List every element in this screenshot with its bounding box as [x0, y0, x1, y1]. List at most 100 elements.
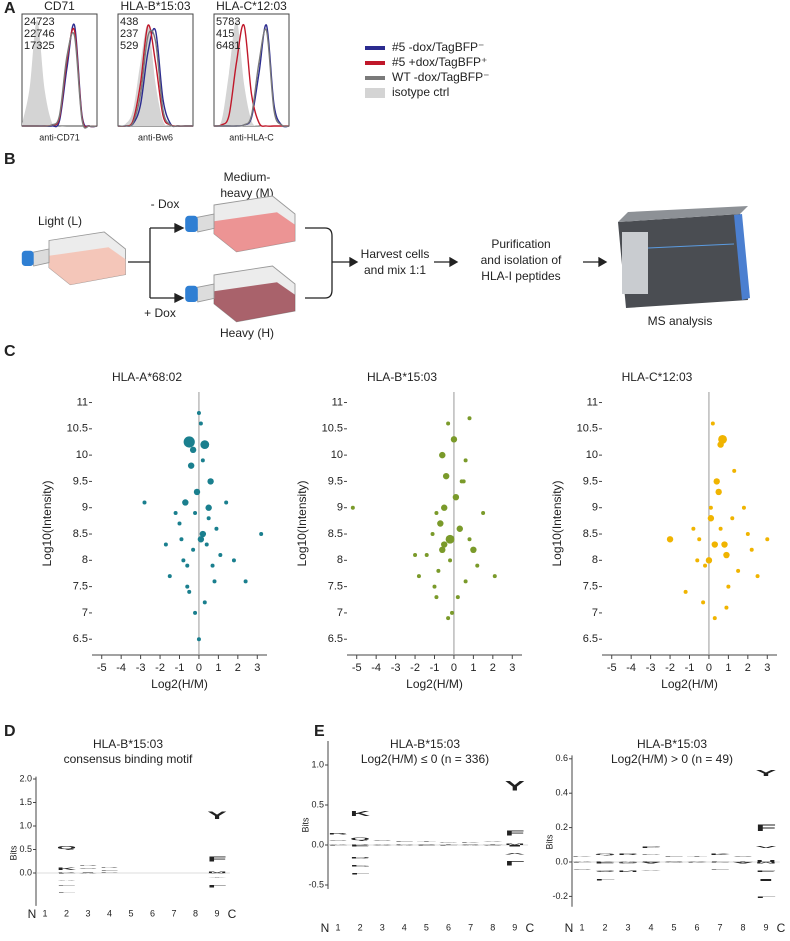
value-label: 237 — [120, 28, 138, 40]
flask — [21, 231, 126, 286]
x-tick-label: 9 — [214, 908, 219, 918]
logo-letter: A — [572, 861, 593, 862]
logo-letter: K — [572, 856, 596, 857]
legend-label: WT -dox/TagBFP⁻ — [392, 70, 489, 84]
point — [708, 505, 713, 510]
ms-instrument — [618, 206, 750, 308]
plot-subtitle: Log2(H/M) ≤ 0 (n = 336) — [361, 752, 489, 766]
x-tick-label: 7 — [171, 908, 176, 918]
logo-letter: T — [483, 844, 506, 845]
y-tick-label: 0.2 — [555, 822, 568, 832]
logo-letter: K — [350, 810, 372, 818]
branch-lines — [128, 227, 180, 299]
point — [450, 610, 454, 615]
point — [445, 534, 455, 544]
x-axis-label: anti-CD71 — [39, 132, 80, 142]
point — [218, 553, 223, 558]
point — [683, 589, 688, 594]
y-tick-label: 7.5 — [328, 581, 343, 593]
logo-letter: M — [756, 862, 777, 864]
diagram-label: Purification — [491, 237, 550, 251]
plot-title: HLA-B*15:03 — [93, 737, 163, 751]
y-tick-label: 9.5 — [328, 475, 343, 487]
point — [416, 574, 421, 579]
x-tick-label: 8 — [490, 922, 495, 932]
x-tick-label: 1 — [579, 922, 584, 932]
diagram-label: MS analysis — [648, 314, 713, 328]
logo-letter: I — [756, 879, 777, 882]
point — [193, 610, 198, 615]
flask — [185, 265, 296, 323]
x-axis-label: anti-HLA-C — [229, 132, 274, 142]
point — [173, 510, 178, 515]
logo-letter: F — [756, 823, 778, 833]
logo-letter: L — [756, 896, 777, 898]
ms-body — [618, 214, 748, 308]
ms-source — [622, 232, 648, 294]
flask-neck — [195, 213, 215, 233]
y-tick-label: 9 — [592, 502, 598, 514]
logo-letter: P — [350, 865, 371, 867]
y-tick-label: 9 — [337, 502, 343, 514]
y-tick-label: 0.4 — [555, 788, 568, 798]
logo-letter: R — [100, 867, 119, 868]
x-tick-label: 3 — [509, 662, 515, 674]
flask-neck — [31, 248, 50, 267]
x-tick-label: 3 — [764, 662, 770, 674]
y-tick-label: 0.6 — [555, 753, 568, 763]
logo-letter: R — [350, 844, 370, 845]
x-tick-label: 5 — [424, 922, 429, 932]
panel-label: A — [4, 0, 16, 17]
logo-letter: E — [416, 845, 437, 846]
point — [413, 553, 418, 558]
c-label: C — [525, 921, 534, 935]
y-axis-label: Bits — [300, 817, 310, 833]
point — [441, 541, 448, 548]
diagram-label: Heavy (H) — [220, 326, 274, 340]
y-tick-label: 1.0 — [19, 820, 32, 830]
logo-letter: S — [733, 856, 755, 857]
point — [736, 568, 741, 573]
flask-cap — [21, 250, 34, 266]
value-label: 529 — [120, 40, 138, 52]
point — [461, 479, 466, 484]
x-tick-label: -1 — [175, 662, 185, 674]
arrow-heads — [449, 256, 608, 268]
point — [183, 436, 195, 448]
logo-letter: A — [618, 861, 639, 862]
point — [448, 558, 453, 563]
logo-letter: Q — [350, 837, 370, 841]
y-tick-label: 8 — [82, 554, 88, 566]
x-tick-label: 8 — [193, 908, 198, 918]
x-tick-label: 6 — [694, 922, 699, 932]
x-tick-label: 0 — [196, 662, 202, 674]
logo-letter: L — [328, 845, 348, 846]
point — [463, 579, 468, 584]
y-tick-label: 10 — [586, 449, 598, 461]
logo-letter: E — [394, 841, 415, 842]
logo-letter: S — [78, 869, 98, 870]
area — [214, 19, 289, 127]
logo-letter: I — [505, 845, 525, 847]
logo-letter: S — [595, 870, 617, 872]
point — [713, 478, 720, 485]
logo-letter: K — [687, 862, 711, 863]
x-tick-label: 4 — [648, 922, 653, 932]
x-tick-label: 2 — [235, 662, 241, 674]
point — [723, 551, 730, 559]
x-tick-label: -4 — [116, 662, 126, 674]
x-axis-label: Log2(H/M) — [151, 677, 208, 691]
flask-cap — [185, 215, 198, 232]
logo-letter: K — [710, 854, 733, 856]
y-tick-label: 10.5 — [577, 423, 598, 435]
x-tick-label: -1 — [685, 662, 695, 674]
point — [437, 520, 444, 527]
point — [204, 542, 209, 547]
x-tick-label: 2 — [745, 662, 751, 674]
logo-letter: Y — [207, 877, 227, 878]
logo-letter: A — [641, 862, 662, 864]
point — [452, 494, 460, 501]
point — [259, 532, 264, 537]
x-tick-label: 9 — [763, 922, 768, 932]
